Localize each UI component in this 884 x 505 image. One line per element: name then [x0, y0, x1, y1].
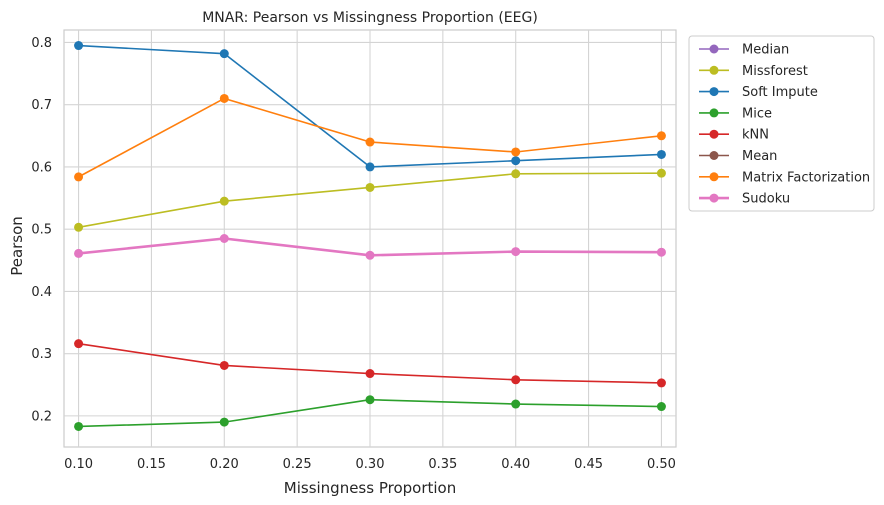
x-tick-label: 0.20 — [210, 457, 239, 472]
legend-box — [688, 35, 875, 212]
y-tick-label: 0.5 — [31, 223, 52, 238]
data-point — [656, 168, 666, 178]
series-sudoku — [74, 234, 666, 260]
series-mice — [74, 395, 666, 431]
data-point — [74, 222, 84, 232]
data-point — [511, 169, 521, 179]
legend-entry: Mean — [699, 149, 777, 164]
legend-marker — [709, 129, 719, 139]
legend-entry: Median — [699, 43, 789, 58]
data-point — [219, 49, 229, 59]
data-point — [74, 248, 84, 258]
legend-entry: Sudoku — [699, 192, 790, 207]
data-point — [511, 247, 521, 257]
data-point — [656, 378, 666, 388]
data-point — [219, 417, 229, 427]
grid-lines — [64, 30, 676, 447]
y-tick-label: 0.6 — [31, 160, 52, 175]
x-axis-ticks: 0.10 0.15 0.20 0.25 0.30 0.35 0.40 0.45 0.50 — [64, 457, 676, 472]
x-tick-label: 0.35 — [428, 457, 457, 472]
legend-marker — [709, 151, 719, 160]
legend-label: Matrix Factorization — [742, 170, 870, 185]
legend-label: Sudoku — [742, 192, 790, 207]
legend-entry: Mice — [699, 106, 772, 121]
data-point — [656, 402, 666, 412]
chart-title: MNAR: Pearson vs Missingness Proportion … — [202, 10, 538, 26]
legend-entry: kNN — [699, 128, 769, 143]
y-tick-label: 0.4 — [31, 285, 52, 300]
data-point — [219, 93, 229, 103]
data-point — [74, 172, 84, 182]
series-lines — [74, 41, 666, 431]
x-tick-label: 0.25 — [283, 457, 312, 472]
legend-entry: Missforest — [699, 64, 808, 79]
data-point — [656, 131, 666, 141]
data-point — [511, 399, 521, 409]
data-point — [656, 149, 666, 159]
data-point — [219, 196, 229, 206]
legend: Median Missforest Soft Impute Mice kNN Mean Ma… — [688, 35, 875, 212]
data-point — [365, 162, 375, 172]
x-tick-label: 0.45 — [574, 457, 603, 472]
data-point — [365, 137, 375, 147]
data-point — [74, 339, 84, 349]
y-tick-label: 0.7 — [31, 98, 52, 113]
legend-entry: Matrix Factorization — [699, 170, 870, 185]
legend-label: Mean — [742, 149, 777, 164]
legend-label: Missforest — [742, 64, 808, 79]
data-point — [656, 247, 666, 257]
series-missforest — [74, 168, 666, 232]
data-point — [365, 250, 375, 260]
series-matrix-factorization — [74, 93, 666, 182]
data-point — [511, 156, 521, 166]
y-axis-label: Pearson — [8, 216, 26, 276]
legend-marker — [709, 65, 719, 75]
x-tick-label: 0.50 — [647, 457, 676, 472]
legend-marker — [709, 172, 719, 182]
x-tick-label: 0.10 — [64, 457, 93, 472]
x-tick-label: 0.30 — [356, 457, 385, 472]
legend-marker — [709, 108, 719, 118]
data-point — [365, 369, 375, 379]
series-knn — [74, 339, 666, 388]
x-tick-label: 0.40 — [501, 457, 530, 472]
data-point — [74, 421, 84, 431]
y-tick-label: 0.3 — [31, 347, 52, 362]
data-point — [219, 360, 229, 370]
data-point — [511, 147, 521, 157]
y-tick-label: 0.2 — [31, 409, 52, 424]
series-soft-impute — [74, 41, 666, 172]
x-axis-label: Missingness Proportion — [284, 479, 456, 497]
legend-label: kNN — [742, 128, 769, 143]
legend-label: Soft Impute — [742, 85, 818, 100]
legend-label: Mice — [742, 106, 772, 121]
legend-entries: Median Missforest Soft Impute Mice kNN Mean Ma… — [699, 43, 870, 207]
plot-area — [63, 29, 677, 448]
legend-marker — [709, 193, 719, 203]
data-point — [365, 395, 375, 405]
data-point — [365, 182, 375, 192]
y-axis-ticks: 0.2 0.3 0.4 0.5 0.6 0.7 0.8 — [31, 36, 52, 424]
y-tick-label: 0.8 — [31, 36, 52, 51]
data-point — [219, 234, 229, 243]
x-tick-label: 0.15 — [137, 457, 166, 472]
legend-marker — [709, 87, 719, 97]
data-point — [74, 41, 84, 51]
legend-entry: Soft Impute — [699, 85, 818, 100]
legend-label: Median — [742, 43, 789, 58]
data-point — [511, 375, 521, 385]
legend-marker — [709, 44, 719, 54]
